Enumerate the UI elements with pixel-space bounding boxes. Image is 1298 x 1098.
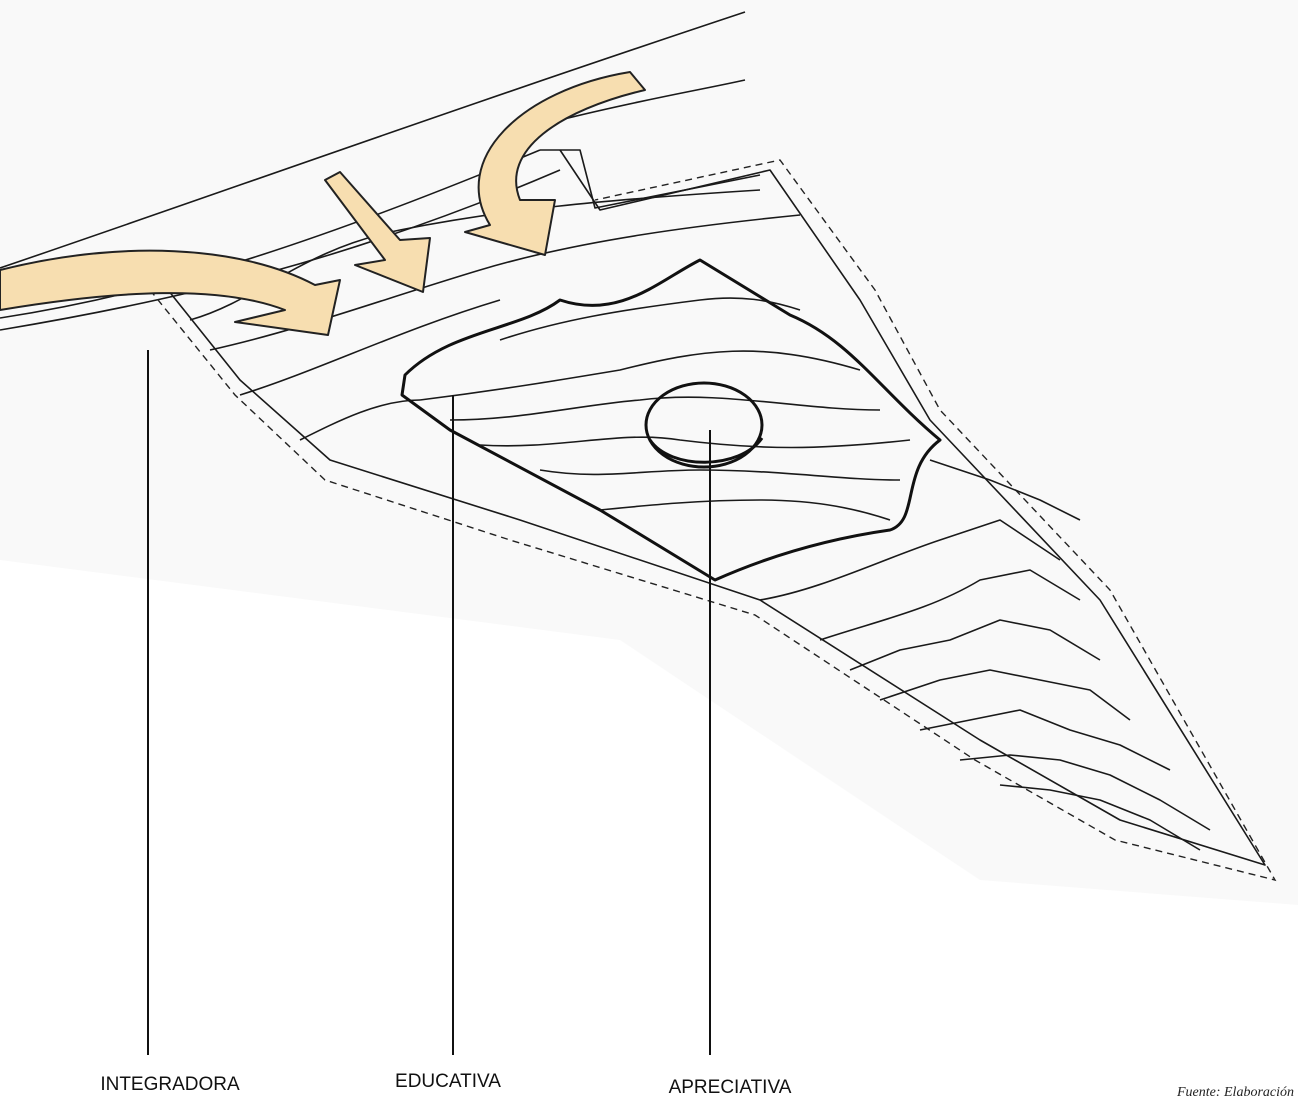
zone-label: INTEGRADORA: [100, 1074, 240, 1095]
flow-arrows: [0, 71, 646, 336]
zone-label: APRECIATIVA: [669, 1077, 792, 1098]
circle-feature: [644, 381, 764, 469]
zone-label: EDUCATIVA: [395, 1071, 501, 1092]
platform-contours: [419, 297, 911, 521]
paper-shade: [0, 0, 1298, 905]
circle-shadow: [648, 437, 764, 464]
platform: [400, 258, 942, 582]
source-note: Fuente: Elaboración: [1176, 1085, 1294, 1098]
